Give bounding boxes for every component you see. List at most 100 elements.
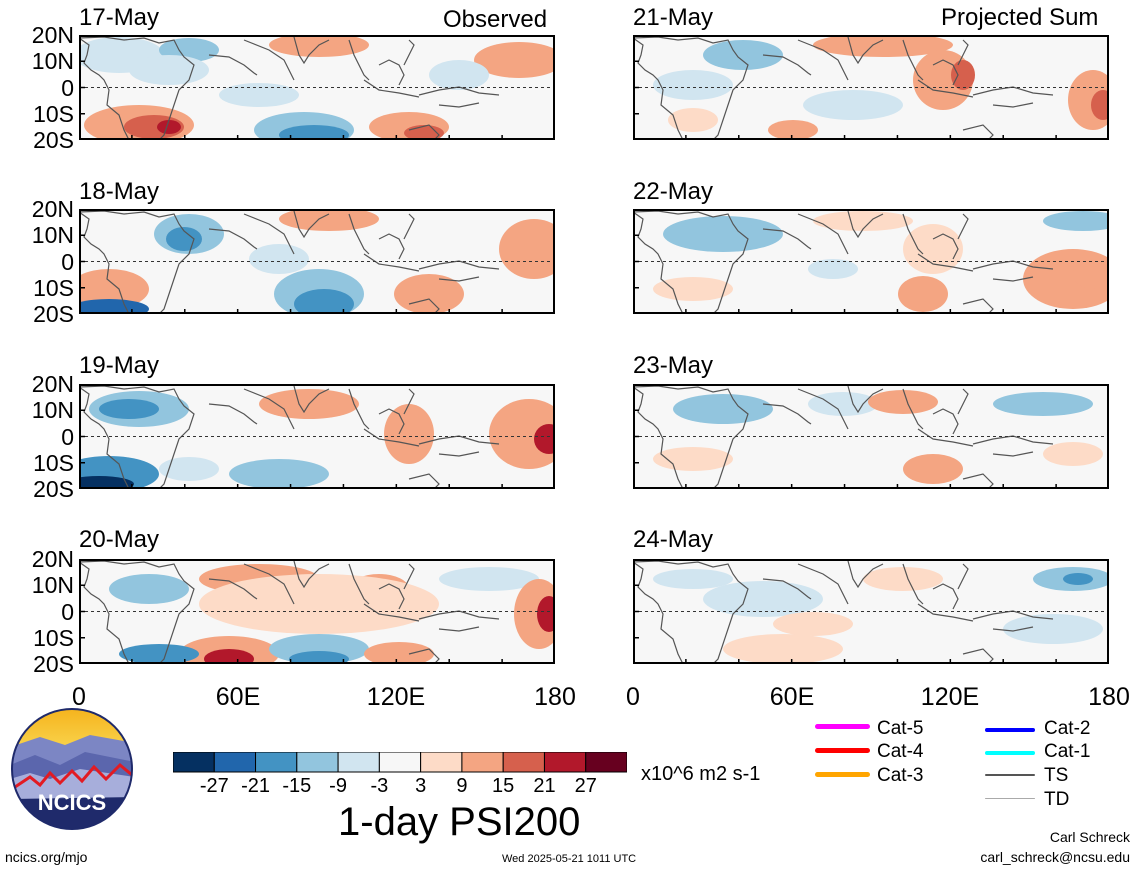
- coastline: [762, 228, 812, 250]
- anomaly-region: [499, 219, 555, 279]
- coastline: [847, 560, 884, 589]
- coastline: [79, 385, 195, 489]
- colorbar-swatch: [213, 752, 257, 773]
- coastline: [378, 59, 405, 86]
- colorbar-tick-label: -21: [241, 775, 270, 797]
- y-tick-label: 20N: [31, 22, 74, 48]
- coastline: [902, 563, 924, 605]
- coastline: [797, 563, 849, 605]
- map-panel: [633, 384, 1109, 489]
- coastline: [243, 563, 295, 605]
- anomaly-region: [703, 40, 783, 70]
- panel-date: 18-May: [79, 178, 160, 205]
- anomaly-region: [364, 642, 434, 664]
- anomaly-region: [294, 289, 354, 314]
- anomaly-region: [79, 476, 134, 489]
- colorbar-swatch: [420, 752, 463, 773]
- coastline: [293, 36, 330, 65]
- legend-swatch-ts: [985, 774, 1035, 776]
- anomaly-region: [863, 567, 943, 591]
- anomaly-region: [159, 457, 219, 481]
- x-tick-label: 120E: [366, 683, 426, 711]
- map-panel: [79, 559, 555, 664]
- coastline: [633, 561, 684, 664]
- y-tick-label: 0: [61, 74, 74, 101]
- coastline: [408, 298, 440, 314]
- legend-label: Cat-4: [877, 741, 924, 762]
- y-tick-label: 10S: [33, 449, 74, 476]
- map-panel: [79, 209, 555, 314]
- legend-swatch-td: [985, 798, 1035, 799]
- anomaly-region: [534, 424, 555, 454]
- anomaly-region: [1091, 90, 1109, 120]
- legend-label: Cat-3: [877, 765, 924, 786]
- anomaly-region: [903, 224, 963, 274]
- x-tick-label: 60E: [769, 683, 815, 711]
- anomaly-region: [229, 459, 329, 489]
- coastline: [208, 228, 258, 250]
- coastline: [243, 39, 295, 81]
- x-tick-label: 120E: [920, 683, 980, 711]
- y-tick-label: 10S: [33, 274, 74, 301]
- coastline: [917, 603, 974, 622]
- anomaly-region: [439, 567, 539, 591]
- coastline: [633, 385, 749, 489]
- x-tick-label: 180: [534, 683, 576, 711]
- y-tick-label: 20N: [31, 196, 74, 222]
- y-tick-label: 10S: [33, 100, 74, 127]
- coastline: [762, 54, 812, 76]
- anomaly-region: [1063, 573, 1093, 585]
- ncics-logo: NCICS: [11, 708, 133, 830]
- y-tick-label: 10N: [31, 222, 74, 249]
- coastline: [438, 276, 480, 282]
- coastline: [962, 473, 994, 489]
- anomaly-region: [99, 399, 159, 419]
- anomaly-region: [199, 574, 439, 634]
- coastline: [932, 583, 959, 610]
- anomaly-region: [474, 42, 555, 78]
- anomaly-region: [803, 90, 903, 120]
- coastline: [293, 385, 330, 414]
- coastline: [932, 408, 959, 435]
- anomaly-region: [429, 60, 489, 90]
- legend-label: TS: [1044, 765, 1069, 786]
- y-tick-label: 10S: [33, 624, 74, 651]
- coastline: [762, 403, 812, 425]
- coastline: [348, 213, 370, 255]
- coastline: [633, 36, 749, 140]
- anomaly-region: [993, 392, 1093, 416]
- map-panel: [79, 35, 555, 140]
- footer-email: carl_schreck@ncsu.edu: [980, 849, 1130, 865]
- logo-text: NCICS: [38, 790, 106, 815]
- coastline: [403, 563, 415, 590]
- y-tick-label: 20S: [33, 651, 74, 677]
- legend-swatch-cat4: [815, 748, 870, 753]
- coastline: [633, 210, 749, 314]
- coastline: [79, 211, 130, 314]
- coastline: [438, 451, 480, 457]
- colorbar-swatch: [378, 752, 422, 773]
- coastline: [992, 102, 1034, 108]
- coastline: [348, 563, 370, 605]
- anomaly-region: [1043, 442, 1103, 466]
- coastline: [438, 626, 480, 632]
- anomaly-region: [653, 70, 733, 100]
- coastline: [932, 233, 959, 260]
- anomaly-region: [808, 259, 858, 279]
- coastline: [962, 648, 994, 664]
- panel-label-observed: Observed: [443, 6, 548, 33]
- coastline: [917, 79, 974, 98]
- anomaly-region: [808, 392, 878, 416]
- coastline: [762, 578, 812, 600]
- y-tick-label: 0: [61, 423, 74, 450]
- coastline: [847, 36, 884, 65]
- colorbar-tick-label: 9: [456, 775, 468, 797]
- coastline: [378, 583, 405, 610]
- coastline: [208, 54, 258, 76]
- coastline: [348, 39, 370, 81]
- legend-swatch-cat5: [815, 724, 870, 729]
- anomaly-region: [269, 35, 369, 57]
- panel-date: 24-May: [633, 526, 714, 553]
- anomaly-region: [166, 227, 202, 251]
- colorbar-swatch: [337, 752, 380, 773]
